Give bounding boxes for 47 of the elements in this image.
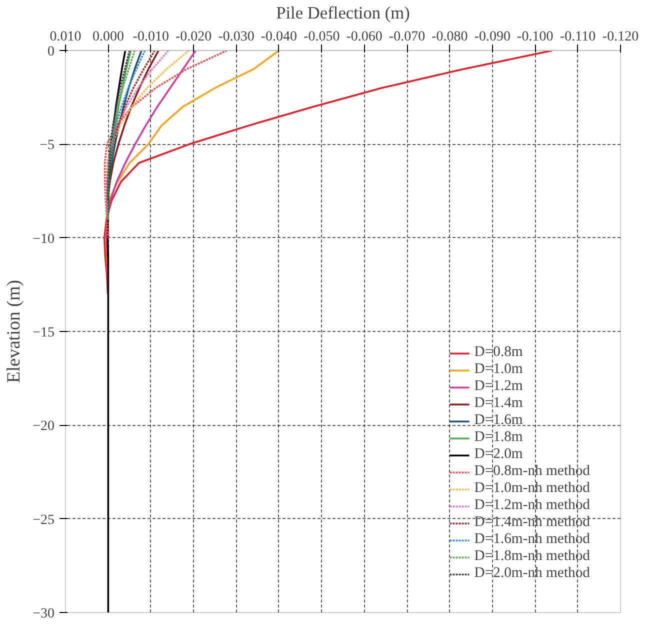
legend-label: D=1.4m: [474, 395, 523, 412]
line-series: [106, 50, 146, 202]
legend-label: D=1.2m: [474, 378, 523, 395]
x-tick-label: -0.010: [132, 30, 169, 44]
legend-label: D=0.8m-nh method: [474, 463, 590, 480]
y-tick-label: −30: [32, 606, 55, 622]
y-tick-label: −5: [40, 138, 55, 154]
line-series: [106, 50, 190, 202]
x-tick-label: -0.110: [560, 30, 596, 44]
x-axis-title: Pile Deflection (m): [276, 4, 410, 22]
legend-label: D=1.2m-nh method: [474, 497, 590, 514]
legend-label: D=2.0m-nh method: [474, 565, 590, 582]
line-series: [106, 50, 136, 220]
legend-label: D=1.4m-nh method: [474, 514, 590, 531]
x-tick-label: -0.050: [304, 30, 340, 44]
line-series: [106, 50, 156, 220]
x-tick-label: -0.090: [474, 30, 511, 44]
x-tick-label: -0.080: [432, 30, 468, 44]
y-tick-label: −10: [32, 232, 55, 247]
line-series: [103, 50, 554, 295]
legend-label: D=1.0m: [474, 361, 523, 378]
line-series: [106, 50, 130, 202]
y-tick-label: 0: [48, 44, 54, 60]
x-tick-label: -0.060: [346, 30, 382, 44]
x-tick-label: 0.000: [92, 30, 124, 44]
line-series: [106, 50, 197, 276]
x-tick-label: -0.120: [602, 30, 639, 44]
line-series: [106, 50, 170, 220]
line-series: [104, 50, 228, 239]
x-tick-label: -0.100: [517, 30, 554, 44]
legend-label: D=1.8m-nh method: [474, 548, 590, 565]
x-tick-label: -0.030: [218, 30, 254, 44]
line-series: [106, 50, 126, 612]
x-tick-label: 0.010: [50, 30, 82, 44]
legend-label: D=1.0m-nh method: [474, 480, 590, 497]
legend-label: D=1.8m: [474, 429, 523, 446]
y-tick-label: −20: [32, 419, 55, 434]
x-tick-label: -0.040: [260, 30, 298, 44]
legend-label: D=1.6m: [474, 412, 523, 429]
x-tick-label: -0.070: [388, 30, 426, 44]
y-tick-label: −15: [32, 326, 55, 340]
x-tick-label: -0.020: [175, 30, 212, 44]
y-tick-label: −25: [32, 512, 55, 528]
legend-label: D=1.6m-nh method: [474, 531, 590, 548]
legend-label: D=2.0m: [474, 446, 523, 463]
legend-label: D=0.8m: [474, 344, 523, 361]
y-axis-title: Elevation (m): [4, 280, 25, 384]
